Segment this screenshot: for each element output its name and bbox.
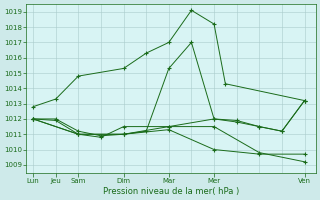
- X-axis label: Pression niveau de la mer( hPa ): Pression niveau de la mer( hPa ): [103, 187, 239, 196]
